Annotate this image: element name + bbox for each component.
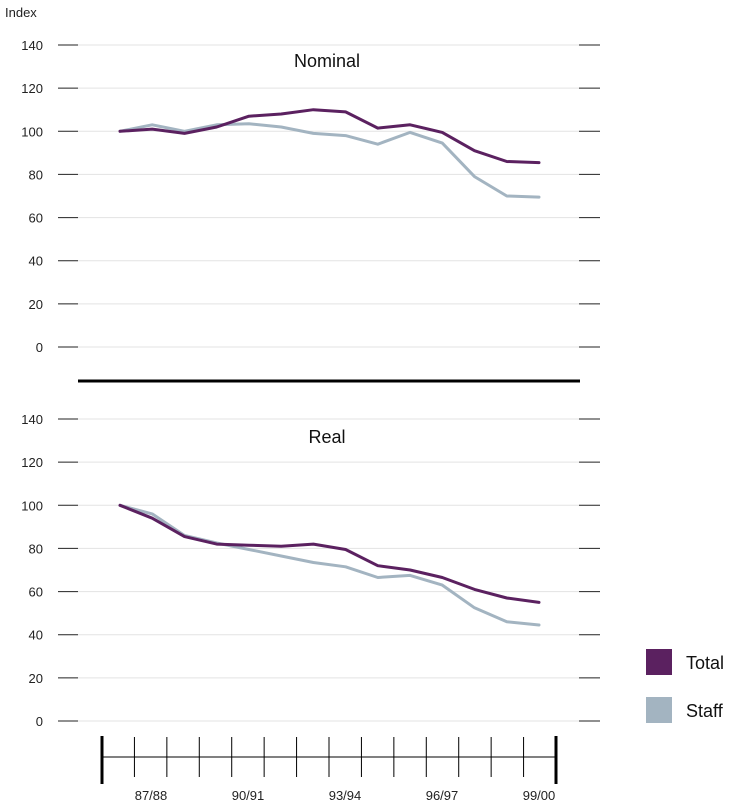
series-line-total-nominal — [118, 108, 541, 165]
y-tick-label: 0 — [36, 340, 43, 355]
y-tick-label: 80 — [29, 167, 43, 182]
y-tick-label: 0 — [36, 714, 43, 729]
y-tick-label: 100 — [21, 498, 43, 513]
legend-label-staff: Staff — [686, 701, 724, 721]
y-tick-label: 80 — [29, 541, 43, 556]
panel-title: Nominal — [294, 51, 360, 71]
y-tick-label: 60 — [29, 585, 43, 600]
y-axis-label: Index — [5, 5, 37, 20]
y-tick-label: 40 — [29, 254, 43, 269]
x-tick-label: 93/94 — [329, 788, 362, 803]
series-line-staff-nominal — [118, 122, 541, 199]
y-tick-label: 40 — [29, 628, 43, 643]
y-tick-label: 120 — [21, 455, 43, 470]
y-tick-label: 120 — [21, 81, 43, 96]
y-tick-label: 100 — [21, 124, 43, 139]
legend-swatch-staff — [646, 697, 672, 723]
legend-label-total: Total — [686, 653, 724, 673]
y-tick-label: 60 — [29, 211, 43, 226]
x-tick-label: 90/91 — [232, 788, 265, 803]
y-tick-label: 20 — [29, 671, 43, 686]
series-line-staff-real — [118, 503, 541, 627]
legend-swatch-total — [646, 649, 672, 675]
x-tick-label: 87/88 — [135, 788, 168, 803]
y-tick-label: 20 — [29, 297, 43, 312]
x-tick-label: 96/97 — [426, 788, 459, 803]
y-tick-label: 140 — [21, 38, 43, 53]
y-tick-label: 140 — [21, 412, 43, 427]
series-line-total-real — [118, 503, 541, 604]
x-tick-label: 99/00 — [523, 788, 556, 803]
panel-title: Real — [308, 427, 345, 447]
